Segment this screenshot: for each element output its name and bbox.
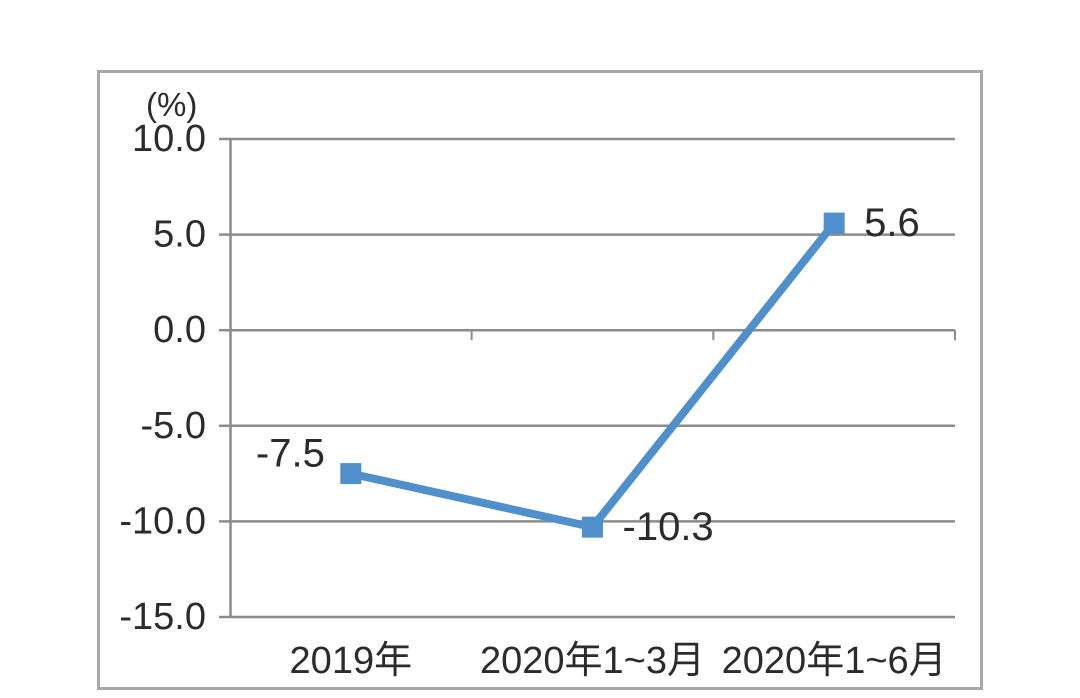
y-tick-label: -10.0 (119, 500, 206, 542)
x-category-label: 2020年1~3月 (480, 640, 705, 682)
y-axis-unit-label: (%) (146, 86, 198, 123)
x-category-label: 2020年1~6月 (722, 640, 947, 682)
y-tick-label: -15.0 (119, 596, 206, 638)
data-point-marker (340, 463, 362, 485)
data-point-label: -10.3 (623, 505, 714, 549)
y-tick-label: 5.0 (153, 214, 206, 256)
y-tick-label: -5.0 (141, 405, 206, 447)
x-category-label: 2019年 (290, 640, 413, 682)
data-point-label: 5.6 (864, 201, 920, 245)
data-point-marker (823, 212, 845, 234)
data-point-label: -7.5 (256, 432, 325, 476)
data-point-marker (582, 516, 603, 538)
chart-outer-frame (97, 70, 983, 690)
y-tick-label: 0.0 (153, 309, 206, 351)
y-tick-label: 10.0 (132, 118, 206, 160)
series-line (349, 220, 838, 532)
